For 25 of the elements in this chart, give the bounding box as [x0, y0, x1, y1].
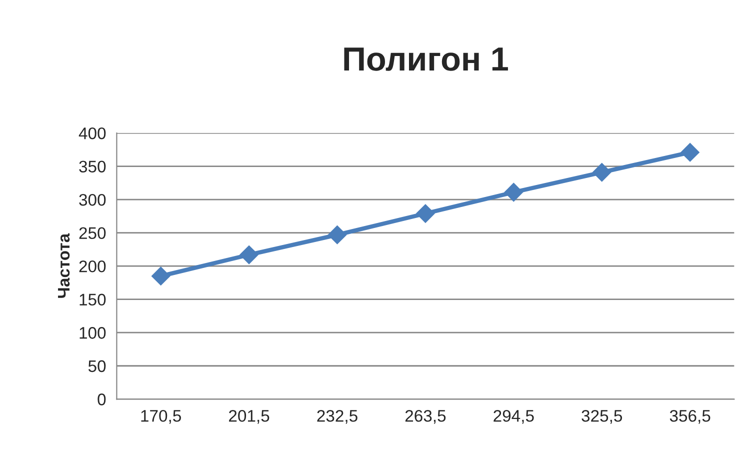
y-tick-label: 300: [79, 194, 106, 206]
y-tick-label: 200: [79, 260, 106, 272]
y-tick-label: 50: [88, 360, 106, 372]
point: [504, 182, 524, 202]
x-tick-label: 356,5: [670, 410, 710, 424]
x-tick-label: 201,5: [229, 410, 270, 424]
y-tick-label: 350: [79, 160, 106, 173]
point: [240, 245, 258, 264]
y-axis-title: Частота: [58, 233, 70, 298]
x-tick-label: 232,5: [317, 410, 358, 424]
point: [151, 266, 170, 286]
x-tick-label: 170,5: [141, 410, 181, 424]
point: [592, 162, 612, 182]
chart-title: Полигон 1: [344, 48, 508, 71]
y-tick-label: 250: [79, 227, 106, 240]
x-tick-label: 325,5: [582, 410, 622, 424]
point: [680, 142, 700, 162]
y-tick-label: 150: [80, 294, 106, 306]
x-tick-label: 294,5: [494, 410, 534, 424]
y-tick-label: 0: [98, 394, 106, 406]
point: [328, 225, 347, 244]
y-tick-label: 400: [78, 127, 106, 140]
x-tick-label: 263,5: [405, 410, 446, 424]
y-tick-label: 100: [80, 327, 106, 339]
point: [416, 204, 435, 223]
